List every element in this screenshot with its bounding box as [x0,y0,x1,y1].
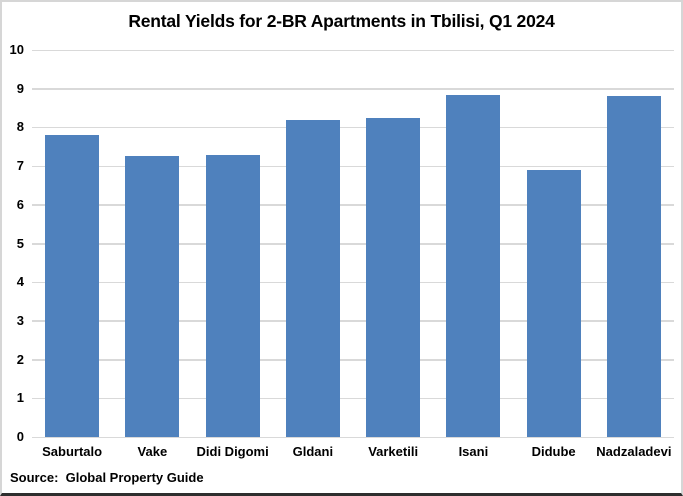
bar-slot [433,50,513,437]
x-tick-label: Didi Digomi [196,444,269,459]
y-tick-label: 4 [16,274,24,290]
y-tick-label: 7 [16,158,24,174]
y-tick-label: 8 [16,119,24,135]
gridline [32,204,674,206]
x-tick-label: Isani [458,444,489,459]
bar-isani [446,94,501,437]
x-tick-label: Varketili [368,444,419,459]
plot-area [32,49,674,438]
y-axis: 0 1 2 3 4 5 6 7 8 9 10 [2,42,28,444]
y-tick-label: 6 [16,196,24,212]
x-tick-label: Saburtalo [42,444,103,459]
bar-slot [353,50,433,437]
bar-nadzaladevi [606,96,661,437]
bar-slot [273,50,353,437]
bars-container [32,50,674,437]
x-tick-label: Didube [531,444,576,459]
y-tick-label: 3 [16,312,24,328]
gridline [32,49,674,51]
bar-varketili [366,117,420,437]
bar-slot [594,50,674,437]
x-tick-label: Nadzaladevi [596,444,672,459]
gridline [32,243,674,245]
y-tick-label: 1 [16,390,24,406]
x-tick-label: Gldani [292,444,334,459]
bar-slot [32,50,112,437]
x-tick-label: Vake [137,444,168,459]
bar-gldani [285,119,340,437]
gridline [32,436,674,438]
y-tick-label: 5 [16,235,24,251]
bar-slot [193,50,273,437]
gridline [32,126,674,129]
bar-didube [526,169,581,437]
chart-title: Rental Yields for 2-BR Apartments in Tbi… [128,11,555,31]
bar-saburtalo [45,135,99,437]
x-axis: Saburtalo Vake Didi Digomi Gldani Varketili I… [32,444,674,459]
gridline [32,88,674,90]
source-note: Source: Global Property Guide [10,470,204,485]
y-tick-label: 9 [16,80,24,96]
bar-didi-digomi [205,154,260,437]
y-tick-label: 0 [16,429,24,444]
y-tick-label: 10 [9,42,24,57]
bar-slot [514,50,594,437]
gridline [32,165,674,168]
bar-vake [125,156,180,437]
gridline [32,359,674,361]
gridline [32,281,674,284]
gridline [32,320,674,322]
y-tick-label: 2 [16,351,24,367]
gridline [32,397,674,400]
bar-slot [112,50,192,437]
